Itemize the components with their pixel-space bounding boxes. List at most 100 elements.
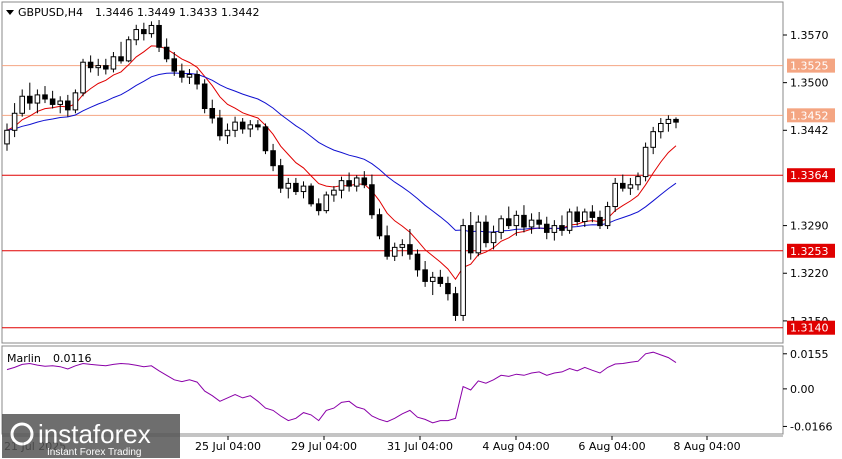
candle-body-bear — [574, 211, 580, 223]
candle-24 — [186, 69, 193, 85]
candle-79 — [604, 201, 611, 229]
candle-body-bull — [353, 177, 360, 187]
candle-35 — [270, 143, 276, 172]
symbol-dropdown-icon[interactable] — [6, 10, 14, 15]
candle-body-bull — [224, 129, 231, 137]
candle-84 — [642, 142, 649, 182]
candle-body-bear — [369, 184, 375, 216]
candle-57 — [437, 269, 444, 287]
candle-body-bear — [87, 61, 94, 69]
candle-body-bear — [239, 121, 246, 130]
ind-tick-label-1: 0.00 — [790, 383, 815, 396]
candle-56 — [429, 271, 436, 296]
candle-body-bear — [536, 219, 542, 225]
level-label-1: 1.3452 — [790, 109, 829, 122]
candle-body-bear — [103, 65, 109, 70]
candle-body-bull — [323, 194, 330, 212]
candle-1 — [11, 103, 18, 138]
candle-body-bull — [528, 219, 535, 228]
candle-31 — [239, 118, 246, 134]
candle-body-bear — [620, 182, 626, 189]
watermark-logo-icon — [10, 422, 34, 446]
candle-55 — [422, 260, 428, 287]
candle-4 — [34, 89, 41, 114]
candle-48 — [369, 174, 375, 219]
candle-17 — [133, 24, 140, 46]
level-label-bg-1 — [787, 108, 835, 123]
candle-body-bear — [505, 218, 512, 227]
candle-body-bull — [635, 176, 641, 186]
candle-73 — [559, 215, 565, 236]
candle-22 — [171, 52, 178, 76]
level-label-3: 1.3253 — [790, 245, 829, 258]
candle-52 — [399, 239, 406, 257]
marlin-indicator: 0.0155 0.00 -0.0166 — [6, 348, 832, 433]
candle-body-bear — [467, 225, 474, 254]
candle-body-bear — [543, 223, 550, 233]
candle-68 — [521, 205, 527, 233]
candle-body-bull — [399, 244, 406, 248]
candle-39 — [300, 181, 307, 199]
candle-37 — [285, 177, 292, 199]
main-panel-frame — [1, 1, 784, 344]
candle-19 — [148, 21, 155, 38]
candle-body-bear — [414, 253, 421, 271]
candle-body-bear — [179, 70, 185, 78]
candle-body-bear — [521, 214, 527, 228]
candle-16 — [125, 36, 132, 63]
candle-61 — [467, 211, 474, 260]
candle-body-bull — [642, 146, 649, 178]
candle-59 — [452, 286, 459, 321]
candle-85 — [650, 126, 656, 155]
watermark-brand: instaforex — [38, 419, 151, 449]
candle-13 — [103, 58, 109, 75]
candle-34 — [262, 123, 269, 155]
candle-body-bear — [27, 95, 33, 104]
candle-body-bear — [445, 282, 451, 295]
candle-body-bull — [133, 29, 140, 41]
candle-body-bear — [262, 126, 269, 152]
candle-54 — [414, 249, 421, 277]
ohlc-high: 1.3449 — [137, 6, 176, 19]
candle-70 — [536, 211, 542, 229]
candle-33 — [255, 120, 261, 131]
candle-body-bull — [658, 122, 664, 133]
level-label-bg-3 — [787, 243, 835, 258]
candle-44 — [338, 176, 345, 199]
candle-46 — [353, 175, 360, 192]
level-label-0: 1.3525 — [790, 60, 829, 73]
candle-7 — [57, 96, 63, 114]
candle-2 — [19, 89, 25, 117]
y-tick-label-1: 1.3500 — [790, 77, 829, 90]
candle-8 — [65, 94, 71, 117]
candle-65 — [498, 215, 504, 240]
ind-tick-label-0: 0.0155 — [790, 348, 829, 361]
candle-76 — [581, 208, 588, 227]
candle-14 — [110, 52, 117, 73]
candle-30 — [232, 116, 238, 138]
candle-body-bull — [650, 131, 656, 148]
candle-body-bear — [171, 58, 178, 72]
candle-body-bull — [186, 73, 193, 78]
candle-74 — [566, 208, 573, 234]
candle-body-bull — [95, 65, 102, 69]
candle-body-bull — [498, 218, 504, 233]
candle-body-bear — [437, 276, 444, 284]
candle-10 — [80, 58, 86, 97]
candle-36 — [277, 158, 284, 193]
candle-body-bull — [429, 276, 436, 282]
candle-body-bull — [4, 129, 10, 145]
candle-body-bear — [201, 83, 208, 110]
candle-body-bull — [110, 56, 117, 70]
horizontal-levels — [2, 65, 783, 329]
candle-body-bull — [338, 180, 345, 191]
candle-3 — [27, 82, 33, 110]
indicator-panel-frame — [1, 345, 784, 435]
candle-66 — [505, 206, 512, 229]
candle-42 — [323, 191, 330, 214]
candle-82 — [627, 177, 634, 195]
candle-body-bull — [627, 184, 634, 189]
candle-53 — [407, 229, 413, 260]
candle-20 — [156, 20, 162, 53]
candle-body-bull — [665, 118, 672, 124]
